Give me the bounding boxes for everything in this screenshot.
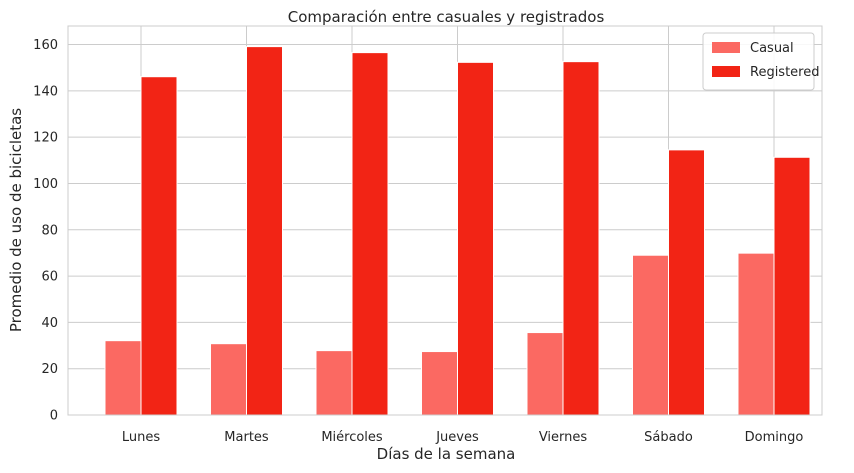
y-tick-label: 60 <box>41 270 58 285</box>
bars <box>104 46 811 416</box>
bar-registered-5 <box>668 149 705 416</box>
x-tick-label: Miércoles <box>321 430 383 445</box>
bar-registered-0 <box>140 76 178 416</box>
x-axis-label: Días de la semana <box>377 445 516 463</box>
x-tick-labels: Lunes Martes Miércoles Jueves Viernes Sábado D… <box>122 430 804 445</box>
bar-registered-1 <box>246 46 283 416</box>
y-tick-label: 160 <box>33 38 58 53</box>
y-tick-label: 140 <box>33 84 58 99</box>
bar-casual-4 <box>526 332 564 416</box>
bar-casual-2 <box>315 350 353 416</box>
legend-swatch-casual <box>712 42 740 53</box>
bar-registered-6 <box>773 156 811 416</box>
legend-label-casual: Casual <box>750 41 794 56</box>
y-tick-label: 40 <box>41 316 58 331</box>
bar-registered-2 <box>351 52 389 416</box>
legend-label-registered: Registered <box>750 65 820 80</box>
x-tick-label: Jueves <box>435 430 479 445</box>
y-tick-label: 120 <box>33 131 58 146</box>
bar-casual-3 <box>421 351 458 416</box>
legend: Casual Registered <box>702 32 820 91</box>
y-tick-label: 0 <box>50 409 58 424</box>
legend-swatch-registered <box>712 66 740 77</box>
y-tick-label: 20 <box>41 362 58 377</box>
y-tick-labels: 0 20 40 60 80 100 120 140 160 <box>33 38 58 423</box>
y-axis-label: Promedio de uso de bicicletas <box>7 108 25 332</box>
x-tick-label: Sábado <box>644 430 693 445</box>
bar-casual-1 <box>210 343 247 416</box>
y-tick-label: 80 <box>41 223 58 238</box>
bar-registered-3 <box>457 61 494 416</box>
x-tick-label: Viernes <box>539 430 588 445</box>
x-tick-label: Lunes <box>122 430 160 445</box>
chart-title: Comparación entre casuales y registrados <box>288 8 605 26</box>
bar-casual-0 <box>104 340 142 416</box>
x-tick-label: Martes <box>224 430 269 445</box>
x-tick-label: Domingo <box>745 430 804 445</box>
plot-frame <box>67 25 823 416</box>
bar-casual-6 <box>737 252 775 416</box>
bar-registered-4 <box>562 61 600 416</box>
bar-casual-5 <box>632 254 669 416</box>
y-tick-label: 100 <box>33 177 58 192</box>
